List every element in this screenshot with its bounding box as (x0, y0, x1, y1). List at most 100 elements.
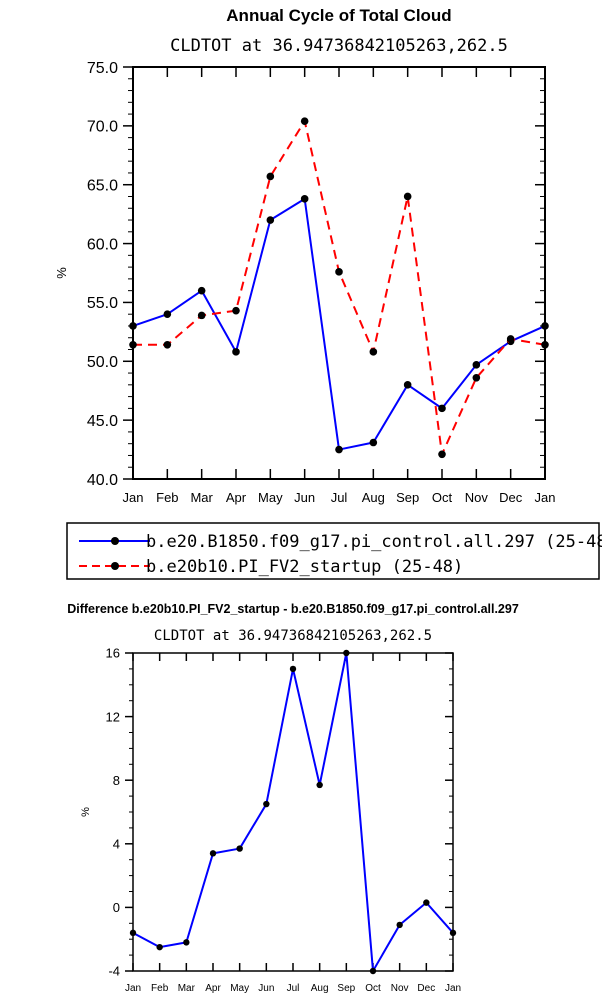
data-point-series-1 (369, 967, 377, 975)
chart1-y-tick-labels: 40.0 45.0 50.0 55.0 60.0 65.0 70.0 75.0 (87, 60, 118, 489)
data-point-series-2 (369, 348, 378, 356)
y-tick-label: -4 (108, 964, 120, 979)
y-tick-label: 60.0 (87, 236, 118, 253)
legend-label-series-2: b.e20b10.PI_FV2_startup (25-48) (146, 557, 463, 577)
data-point-series-1 (449, 929, 457, 937)
x-tick-label: Dec (417, 983, 435, 994)
data-point-series-1 (236, 845, 243, 852)
y-tick-label: 65.0 (87, 177, 118, 194)
data-point-series-1 (156, 943, 163, 951)
legend-label-series-1: b.e20.B1850.f09_g17.pi_control.all.297 (… (146, 532, 602, 552)
chart1-series (129, 117, 549, 459)
data-point-series-1 (232, 348, 240, 356)
x-tick-label: Feb (156, 490, 178, 505)
data-point-series-1 (129, 322, 137, 330)
y-tick-label: 55.0 (87, 295, 118, 312)
data-point-series-2 (403, 192, 412, 201)
y-tick-label: 8 (113, 773, 120, 788)
data-point-series-1 (163, 310, 172, 319)
y-tick-label: 75.0 (87, 60, 118, 77)
x-tick-label: Jan (445, 983, 461, 994)
data-point-series-1 (472, 361, 481, 369)
y-tick-label: 16 (106, 646, 120, 661)
x-tick-label: Mar (190, 490, 213, 505)
x-tick-label: Oct (365, 983, 381, 994)
annual-cycle-chart: Annual Cycle of Total Cloud CLDTOT at 36… (54, 6, 555, 505)
chart1-subtitle: CLDTOT at 36.94736842105263,262.5 (170, 36, 508, 56)
data-point-series-2 (232, 306, 240, 315)
chart2-title: Difference b.e20b10.PI_FV2_startup - b.e… (67, 602, 519, 616)
data-point-series-1 (403, 381, 412, 389)
y-tick-label: 0 (113, 900, 120, 915)
data-point-series-1 (300, 195, 309, 203)
x-tick-label: Jan (123, 490, 144, 505)
chart2-subtitle: CLDTOT at 36.94736842105263,262.5 (154, 628, 432, 644)
x-tick-label: Feb (151, 983, 169, 994)
data-point-series-1 (369, 438, 378, 447)
chart1-legend: b.e20.B1850.f09_g17.pi_control.all.297 (… (66, 522, 602, 580)
chart2-y-axis-label: % (80, 807, 92, 817)
chart1-x-tick-labels: Jan Feb Mar Apr May Jun Jul Aug Sep Oct Nov Dec Jan (123, 490, 556, 505)
chart2-ticks (125, 652, 454, 972)
data-point-series-1 (209, 850, 217, 857)
data-point-series-1 (316, 781, 323, 789)
x-tick-label: Jan (125, 983, 141, 994)
data-point-series-2 (541, 341, 549, 349)
legend-marker-series-1 (111, 537, 119, 545)
y-tick-label: 45.0 (87, 413, 118, 430)
x-tick-label: Sep (337, 983, 355, 994)
data-point-series-1 (396, 921, 403, 929)
data-point-series-2 (506, 335, 515, 343)
data-point-series-1 (263, 800, 270, 808)
legend-marker-series-2 (111, 562, 119, 570)
x-tick-label: Nov (465, 490, 489, 505)
data-point-series-2 (197, 311, 206, 320)
x-tick-label: May (258, 490, 283, 505)
y-tick-label: 50.0 (87, 354, 118, 371)
x-tick-label: Sep (396, 490, 419, 505)
chart1-ticks (123, 66, 546, 480)
y-tick-label: 12 (106, 709, 120, 724)
data-point-series-1 (343, 649, 350, 657)
data-point-series-2 (266, 172, 275, 181)
x-tick-label: Jul (331, 490, 348, 505)
chart2-series (129, 649, 457, 975)
data-point-series-2 (129, 341, 137, 349)
x-tick-label: Aug (362, 490, 385, 505)
x-tick-label: Jan (535, 490, 556, 505)
chart2-y-tick-labels: -4 0 4 8 12 16 (106, 646, 120, 979)
data-point-series-1 (335, 445, 343, 454)
chart2-plot-frame (132, 652, 454, 972)
series-line-1 (132, 197, 546, 451)
data-point-series-1 (289, 665, 297, 673)
data-point-series-1 (197, 286, 206, 295)
data-point-series-1 (266, 216, 275, 224)
y-tick-label: 4 (113, 836, 120, 851)
chart1-y-axis-label: % (54, 267, 69, 279)
series-line-2 (133, 120, 546, 456)
x-tick-label: Dec (499, 490, 523, 505)
x-tick-label: Jul (287, 983, 300, 994)
x-tick-label: Apr (205, 983, 221, 994)
data-point-series-1 (438, 404, 446, 413)
x-tick-label: Apr (226, 490, 247, 505)
chart1-title: Annual Cycle of Total Cloud (226, 6, 451, 25)
data-point-series-2 (472, 373, 481, 382)
chart2-x-tick-labels: Jan Feb Mar Apr May Jun Jul Aug Sep Oct Nov Dec Jan (125, 983, 461, 994)
y-tick-label: 70.0 (87, 119, 118, 136)
data-point-series-2 (335, 268, 343, 276)
x-tick-label: Nov (391, 983, 409, 994)
y-tick-label: 40.0 (87, 472, 118, 489)
data-point-series-2 (300, 117, 309, 125)
series-line-1 (132, 652, 454, 972)
data-point-series-1 (541, 322, 549, 330)
data-point-series-1 (183, 939, 190, 946)
x-tick-label: Aug (311, 983, 329, 994)
data-point-series-1 (423, 899, 430, 906)
x-tick-label: May (230, 983, 249, 994)
data-point-series-2 (163, 341, 172, 349)
data-point-series-1 (129, 929, 137, 937)
x-tick-label: Jun (258, 983, 274, 994)
legend-box (66, 522, 600, 580)
